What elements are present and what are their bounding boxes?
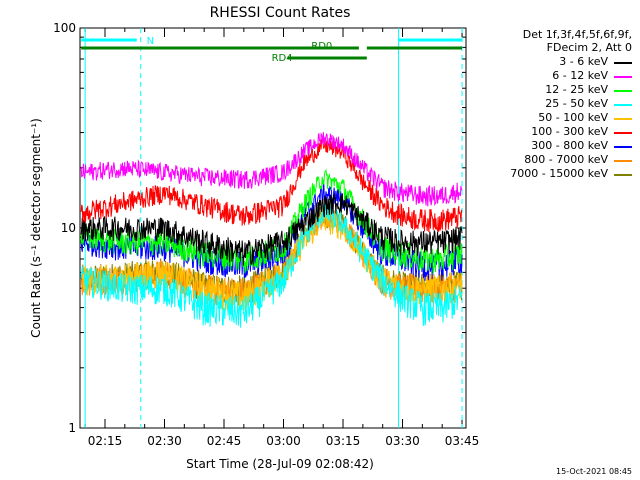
y-tick-label: 1 xyxy=(68,421,76,435)
legend-label: 3 - 6 keV xyxy=(559,55,608,68)
legend-swatch xyxy=(614,118,632,120)
legend-swatch xyxy=(614,174,632,176)
legend-item: 3 - 6 keV xyxy=(478,55,636,69)
series-line-100-300-kev xyxy=(80,138,463,233)
x-tick-label: 02:45 xyxy=(207,434,242,448)
series-line-3-6-kev xyxy=(80,192,463,266)
generated-timestamp: 15-Oct-2021 08:45 xyxy=(556,467,632,476)
legend-item: 300 - 800 keV xyxy=(478,139,636,153)
legend-header-detectors: Det 1f,3f,4f,5f,6f,9f, xyxy=(522,28,632,41)
legend-swatch xyxy=(614,90,632,92)
axes-frame xyxy=(79,27,467,429)
y-axis-label: Count Rate (s⁻¹ detector segment⁻¹) xyxy=(29,118,43,338)
x-tick-label: 02:30 xyxy=(147,434,182,448)
legend-label: 7000 - 15000 keV xyxy=(510,167,608,180)
plot-area: 1 10 100 02:15 02:30 02:45 03:00 03:15 03:30 03:4… xyxy=(53,21,479,448)
x-tick-label: 02:15 xyxy=(88,434,123,448)
legend-label: 800 - 7000 keV xyxy=(524,153,608,166)
y-tick-label: 10 xyxy=(61,221,76,235)
legend-item: 6 - 12 keV xyxy=(478,69,636,83)
legend-item: 25 - 50 keV xyxy=(478,97,636,111)
legend-label: 50 - 100 keV xyxy=(538,111,608,124)
legend-swatch xyxy=(614,132,632,134)
legend-swatch xyxy=(614,160,632,162)
legend-label: 6 - 12 keV xyxy=(552,69,608,82)
y-tick-label: 100 xyxy=(53,21,76,35)
rd4-flag-label: RD4 xyxy=(272,53,293,64)
legend-item: 50 - 100 keV xyxy=(478,111,636,125)
legend-item: 800 - 7000 keV xyxy=(478,153,636,167)
legend-label: 12 - 25 keV xyxy=(545,83,608,96)
legend-header-decimation: FDecim 2, Att 0 xyxy=(546,41,632,54)
legend-item: 100 - 300 keV xyxy=(478,125,636,139)
legend-item: 7000 - 15000 keV xyxy=(478,167,636,181)
legend-label: 100 - 300 keV xyxy=(531,125,608,138)
x-tick-label: 03:45 xyxy=(445,434,480,448)
night-flag-label: N xyxy=(147,36,154,47)
legend-label: 300 - 800 keV xyxy=(531,139,608,152)
legend-swatch xyxy=(614,76,632,78)
rd0-flag-label: RD0 xyxy=(311,41,332,52)
chart-title: RHESSI Count Rates xyxy=(210,5,351,21)
series-line-25-50-kev xyxy=(80,202,463,328)
x-tick-label: 03:30 xyxy=(385,434,420,448)
legend-label: 25 - 50 keV xyxy=(545,97,608,110)
legend-item: 12 - 25 keV xyxy=(478,83,636,97)
x-tick-label: 03:00 xyxy=(266,434,301,448)
legend-swatch xyxy=(614,146,632,148)
legend-swatch xyxy=(614,62,632,64)
series-line-6-12-kev xyxy=(80,132,463,207)
legend-swatch xyxy=(614,104,632,106)
x-axis-label: Start Time (28-Jul-09 02:08:42) xyxy=(186,457,374,471)
x-tick-label: 03:15 xyxy=(326,434,361,448)
